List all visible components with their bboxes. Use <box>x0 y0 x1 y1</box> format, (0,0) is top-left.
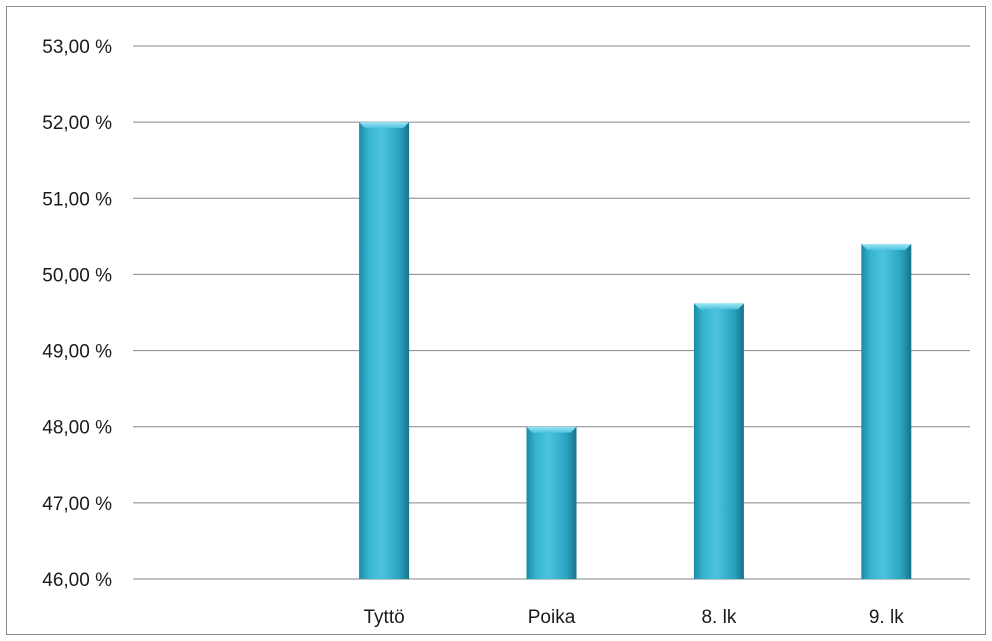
bar <box>693 303 744 579</box>
y-tick-label: 46,00 % <box>42 570 112 591</box>
bar <box>359 122 410 580</box>
y-axis-tick-labels: 46,00 % 47,00 % 48,00 % 49,00 % 50,00 % 51,00… <box>42 37 112 591</box>
x-category-label: 8. lk <box>701 607 736 628</box>
x-category-label: 9. lk <box>869 607 904 628</box>
chart-frame <box>6 6 986 635</box>
gridlines <box>133 45 970 580</box>
y-tick-label: 50,00 % <box>42 265 112 286</box>
y-tick-label: 48,00 % <box>42 418 112 439</box>
y-tick-label: 47,00 % <box>42 494 112 515</box>
y-tick-label: 51,00 % <box>42 189 112 210</box>
y-tick-label: 49,00 % <box>42 342 112 363</box>
x-axis-category-labels: Tyttö Poika 8. lk 9. lk <box>364 607 905 628</box>
x-category-label: Tyttö <box>364 607 405 628</box>
x-category-label: Poika <box>528 607 576 628</box>
bar <box>861 243 912 579</box>
bars <box>359 122 912 580</box>
y-tick-label: 53,00 % <box>42 37 112 58</box>
y-tick-label: 52,00 % <box>42 113 112 134</box>
bar <box>526 426 577 579</box>
